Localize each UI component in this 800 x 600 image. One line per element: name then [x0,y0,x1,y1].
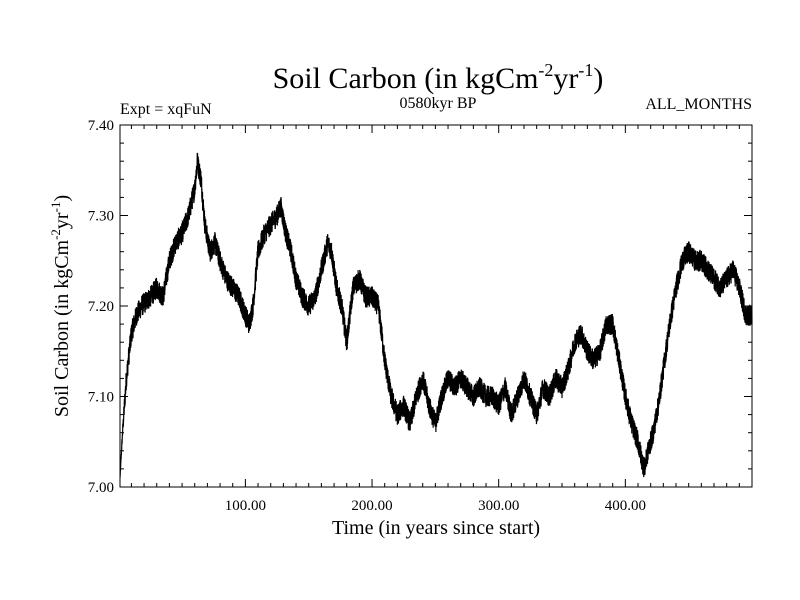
months-label: ALL_MONTHS [645,96,752,113]
title-superscript-1: -2 [538,60,553,80]
ylabel-superscript-1: -2 [48,229,63,240]
x-tick-label: 200.00 [351,498,392,514]
x-tick-label: 400.00 [605,498,646,514]
x-axis-label: Time (in years since start) [332,517,540,539]
y-tick-label: 7.10 [88,390,114,406]
plot-frame [119,124,753,488]
y-tick-label: 7.00 [88,480,114,496]
experiment-label: Expt = xqFuN [120,101,212,118]
period-label: 0580kyr BP [400,95,477,112]
y-axis-ticks: 7.00 7.10 7.20 7.30 7.40 [88,118,752,496]
chart-title: Soil Carbon (in kgCm-2yr-1) [273,60,604,95]
x-tick-label: 100.00 [225,498,266,514]
series-line [119,152,753,478]
x-tick-label: 300.00 [478,498,519,514]
y-tick-label: 7.40 [88,118,114,134]
y-tick-label: 7.30 [88,209,114,225]
x-axis-ticks: 100.00 200.00 300.00 400.00 [130,125,740,514]
title-superscript-2: -1 [578,60,593,80]
y-axis-label: Soil Carbon (in kgCm-2yr-1) [48,195,73,417]
ylabel-superscript-2: -1 [48,202,63,213]
series-layer [119,152,753,478]
y-tick-label: 7.20 [88,299,114,315]
